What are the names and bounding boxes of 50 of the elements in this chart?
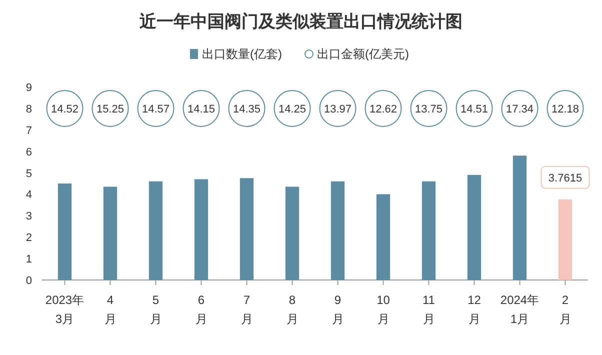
text: 出口金额(亿美元) [317,47,409,61]
y-tick-label: 9 [26,82,32,94]
x-tick-label: 11 月 [422,293,436,326]
x-tick-label: 9 月 [332,293,344,326]
x-tick-label: 4 月 [104,293,116,326]
x-tick-label: 5 月 [150,293,162,326]
data-label: 17.34 [506,103,534,116]
data-label: 14.25 [278,103,306,116]
bar [376,194,390,280]
bar [422,181,436,280]
y-tick-label: 5 [26,168,32,180]
bar [148,181,163,280]
x-tick-label: 2024年 1月 [500,293,540,326]
bar [558,199,572,280]
bar [240,178,254,280]
data-label: 14.57 [142,103,170,116]
x-tick-label: 2023年 3月 [45,293,84,326]
y-tick-label: 3 [26,210,32,223]
data-label: 14.35 [232,103,261,116]
x-tick-label: 2 月 [559,293,572,326]
bar [512,156,527,280]
bar [103,186,118,280]
y-tick-label: 8 [26,103,32,116]
x-tick-label: 6 月 [195,293,208,326]
bar [194,179,208,280]
x-tick-label: 8 月 [286,293,298,326]
x-tick-label: 7 月 [240,293,253,326]
data-label: 13.97 [324,103,352,116]
y-tick-label: 2 [26,232,32,244]
data-label: 14.15 [187,103,216,116]
data-label: 3.7615 [548,172,582,184]
x-tick-label: 12 月 [468,293,482,326]
y-tick-label: 6 [26,146,32,158]
y-tick-label: 1 [26,254,32,266]
data-label: 13.75 [414,103,443,116]
data-label: 14.51 [460,103,488,116]
bar [285,186,300,280]
y-tick-label: 0 [26,275,32,287]
data-label: 15.25 [96,103,124,116]
y-tick-label: 4 [26,189,32,202]
data-label: 12.18 [551,103,580,116]
legend-label: 出口数量(亿套) [202,47,282,61]
bar [467,174,482,280]
y-tick-label: 7 [26,124,32,137]
bar [330,181,345,280]
data-label: 14.52 [50,103,79,116]
chart-title: 近一年中国阀门及类似装置出口情况统计图 [138,12,462,32]
x-tick-label: 10 月 [376,293,390,326]
data-label: 12.62 [369,103,398,116]
bar [58,184,72,280]
